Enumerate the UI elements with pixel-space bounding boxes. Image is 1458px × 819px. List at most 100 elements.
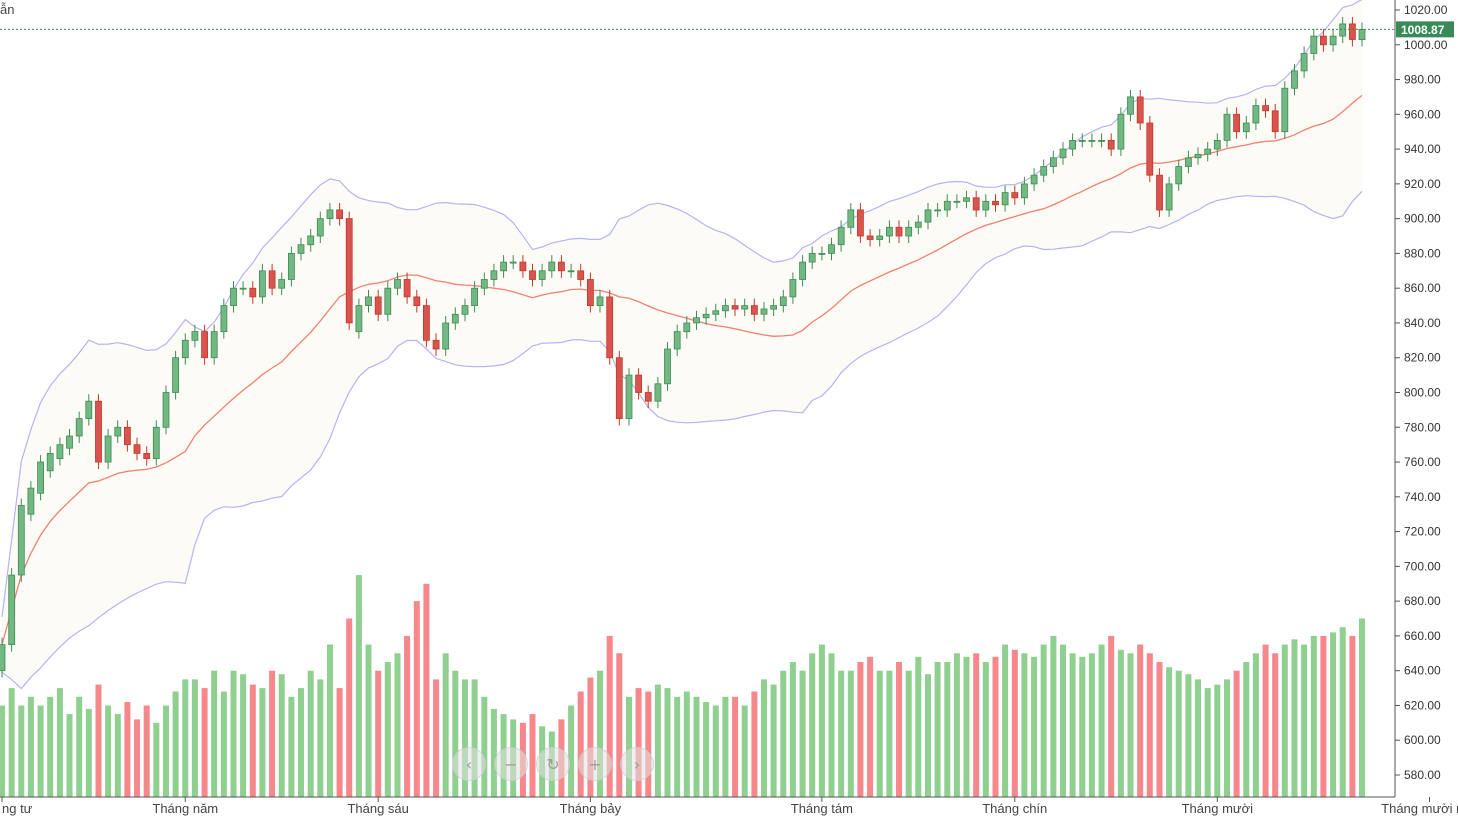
volume-bar (66, 714, 73, 797)
candle-body (268, 270, 276, 289)
candle-body (1078, 139, 1086, 142)
candle-body (1310, 35, 1318, 54)
y-tick-label: 880.00 (1404, 246, 1441, 260)
volume-bar (780, 670, 787, 797)
volume-bar (191, 679, 198, 797)
candle-body (0, 644, 6, 672)
volume-bar (85, 708, 92, 797)
volume-bar (124, 702, 131, 797)
candle-body (1213, 139, 1221, 150)
zoom-out-icon[interactable]: − (494, 747, 528, 781)
candle-body (1300, 53, 1308, 72)
candle-body (1233, 113, 1240, 133)
next-icon[interactable]: › (620, 747, 654, 781)
volume-bar (1224, 679, 1230, 797)
y-tick-label: 580.00 (1404, 768, 1441, 782)
candle-body (982, 200, 990, 211)
x-tick-label: Tháng bảy (560, 801, 622, 816)
volume-bar (1204, 688, 1211, 797)
candle-body (336, 209, 344, 219)
volume-bar (597, 670, 603, 797)
candle-body (895, 226, 903, 237)
candle-body (1223, 113, 1231, 141)
candle-body (857, 209, 864, 237)
volume-bar (1079, 656, 1086, 797)
x-tick-label: Tháng mười (1182, 801, 1254, 816)
previous-icon[interactable]: ‹ (452, 747, 486, 781)
candle-body (413, 296, 421, 306)
moving-average-line (1, 94, 1363, 645)
volume-bar (240, 674, 247, 797)
candle-body (1271, 110, 1279, 133)
volume-bar (452, 670, 459, 797)
zoom-in-icon[interactable]: + (578, 747, 612, 781)
y-tick-label: 780.00 (1404, 420, 1441, 434)
volume-bar (963, 656, 970, 797)
x-tick-label: Tháng sáu (347, 801, 408, 816)
volume-bar (1252, 653, 1259, 797)
candle-body (394, 279, 401, 289)
candle-body (210, 331, 218, 359)
volume-bar (288, 696, 295, 797)
candle-body (1088, 139, 1096, 142)
candle-body (355, 305, 363, 333)
y-tick-label: 900.00 (1404, 212, 1441, 226)
candle-body (789, 279, 797, 298)
candle-body (1050, 157, 1057, 167)
volume-bar (973, 653, 980, 797)
candle-body (799, 261, 806, 280)
candle-body (760, 308, 768, 315)
volume-bar (433, 679, 440, 797)
candle-body (8, 574, 16, 645)
volume-bar (674, 696, 681, 797)
candle-body (133, 444, 141, 454)
volume-bar (1175, 670, 1182, 797)
volume-bar (732, 696, 739, 797)
volume-bar (1291, 639, 1298, 797)
candle-body (1329, 35, 1337, 46)
candle-body (606, 296, 614, 359)
volume-bar (384, 662, 391, 797)
volume-bar (1108, 635, 1115, 797)
volume-bar (114, 714, 121, 797)
volume-bar (751, 691, 758, 797)
candle-body (1030, 174, 1038, 185)
volume-bar (876, 670, 883, 797)
volume-bar (809, 653, 816, 797)
volume-bar (703, 702, 710, 797)
volume-bar (211, 670, 218, 797)
volume-bar (143, 705, 150, 797)
volume-bar (1320, 635, 1327, 797)
candle-body (509, 261, 517, 264)
candle-body (56, 444, 64, 460)
volume-bar (664, 688, 671, 797)
volume-bar (1098, 644, 1105, 797)
candle-body (722, 305, 729, 312)
candle-body (914, 221, 922, 228)
candle-body (249, 287, 257, 298)
volume-bar (1214, 684, 1221, 797)
candle-body (567, 270, 575, 273)
volume-bar (867, 656, 874, 797)
candle-body (519, 261, 527, 272)
volume-bar (153, 722, 160, 797)
chart-header-label: ẫn (0, 2, 15, 17)
volume-bar (394, 653, 401, 797)
y-tick-label: 600.00 (1404, 733, 1441, 747)
volume-bar (8, 688, 15, 797)
y-tick-label: 1020.00 (1404, 3, 1448, 17)
reset-zoom-icon[interactable]: ↻ (536, 747, 570, 781)
volume-bar (1117, 649, 1124, 797)
y-tick-label: 1000.00 (1404, 38, 1448, 52)
candle-body (1136, 96, 1144, 124)
candle-body (124, 426, 131, 446)
y-tick-label: 680.00 (1404, 594, 1441, 608)
volume-bar (327, 644, 333, 797)
y-tick-label: 640.00 (1404, 664, 1441, 678)
volume-bar (982, 662, 989, 797)
candle-body (693, 317, 700, 324)
candle-body (1349, 23, 1356, 40)
volume-bar (1262, 644, 1269, 797)
candle-body (365, 296, 372, 306)
volume-bar (722, 696, 729, 797)
